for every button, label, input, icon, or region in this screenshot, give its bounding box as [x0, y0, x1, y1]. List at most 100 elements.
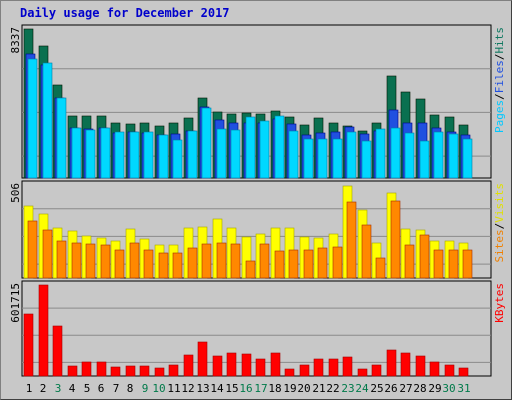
- panel-1-ymax-label: 8337: [9, 27, 22, 54]
- bar-pages-day-20: [303, 138, 314, 179]
- bar-sites-day-undefined: [42, 229, 53, 279]
- bar-kbytes-day-undefined: [357, 368, 368, 377]
- x-tick-day-16: 16: [239, 382, 252, 395]
- bar-sites-day-undefined: [448, 249, 459, 279]
- x-tick-day-2: 2: [40, 382, 47, 395]
- bar-sites-day-undefined: [375, 257, 386, 279]
- legend-sites: Sites: [493, 229, 506, 262]
- panel-2-ymax-label: 506: [9, 183, 22, 203]
- bar-pages-day-23: [346, 131, 357, 179]
- bar-pages-day-24: [361, 140, 372, 179]
- bar-kbytes-day-undefined: [444, 364, 455, 377]
- panel-3-series-legend: KBytes: [493, 283, 506, 323]
- x-tick-day-5: 5: [84, 382, 91, 395]
- bar-kbytes-day-undefined: [52, 325, 63, 377]
- bar-sites-day-undefined: [143, 249, 154, 279]
- bar-kbytes-day-undefined: [110, 366, 121, 377]
- bar-pages-day-21: [317, 138, 328, 179]
- legend-visits: Visits: [493, 183, 506, 223]
- bar-kbytes-day-undefined: [81, 361, 92, 377]
- bar-pages-day-12: [187, 130, 198, 179]
- x-tick-day-26: 26: [384, 382, 397, 395]
- x-tick-day-24: 24: [355, 382, 369, 395]
- x-tick-day-8: 8: [127, 382, 134, 395]
- bar-sites-day-undefined: [303, 249, 314, 279]
- bar-sites-day-undefined: [245, 260, 256, 279]
- x-tick-day-22: 22: [326, 382, 339, 395]
- bar-sites-day-undefined: [158, 252, 169, 279]
- x-tick-day-27: 27: [399, 382, 412, 395]
- bar-pages-day-29: [433, 131, 444, 179]
- bar-pages-day-31: [462, 138, 473, 179]
- bar-pages-day-25: [375, 128, 386, 179]
- bar-kbytes-day-undefined: [139, 365, 150, 377]
- x-tick-day-29: 29: [428, 382, 441, 395]
- bar-sites-day-undefined: [187, 247, 198, 279]
- bar-sites-day-undefined: [85, 243, 96, 279]
- bar-pages-day-30: [448, 133, 459, 179]
- bar-kbytes-day-undefined: [386, 349, 397, 377]
- bar-kbytes-day-undefined: [212, 355, 223, 377]
- bar-kbytes-day-undefined: [241, 353, 252, 377]
- bar-pages-day-1: [27, 58, 38, 179]
- bar-sites-day-undefined: [433, 249, 444, 279]
- x-tick-day-12: 12: [181, 382, 194, 395]
- x-tick-day-28: 28: [413, 382, 426, 395]
- bar-kbytes-day-undefined: [270, 352, 281, 377]
- x-tick-day-10: 10: [152, 382, 165, 395]
- bar-kbytes-day-undefined: [429, 361, 440, 377]
- x-tick-day-13: 13: [196, 382, 209, 395]
- bar-pages-day-15: [230, 129, 241, 179]
- bar-sites-day-undefined: [390, 200, 401, 279]
- x-tick-day-30: 30: [442, 382, 455, 395]
- x-tick-day-4: 4: [69, 382, 76, 395]
- bar-sites-day-undefined: [71, 242, 82, 279]
- bar-kbytes-day-undefined: [23, 313, 34, 377]
- bar-kbytes-day-undefined: [313, 358, 324, 377]
- bar-kbytes-day-undefined: [67, 365, 78, 377]
- panel-1-series-legend: Pages/Files/Hits: [493, 27, 506, 133]
- panel-3-ymax-label: 601715: [9, 283, 22, 323]
- bar-sites-day-undefined: [288, 249, 299, 279]
- legend-kbytes: KBytes: [493, 283, 506, 323]
- bar-pages-day-28: [419, 140, 430, 179]
- bar-sites-day-undefined: [201, 243, 212, 279]
- bar-pages-day-14: [216, 128, 227, 179]
- x-tick-day-15: 15: [225, 382, 238, 395]
- bar-pages-day-3: [56, 97, 67, 179]
- bar-pages-day-19: [288, 130, 299, 179]
- bar-kbytes-day-undefined: [400, 352, 411, 377]
- bar-pages-day-26: [390, 127, 401, 179]
- bar-sites-day-undefined: [259, 243, 270, 279]
- legend-hits: Hits: [493, 27, 506, 54]
- bar-kbytes-day-undefined: [168, 364, 179, 377]
- bar-pages-day-8: [129, 131, 140, 179]
- bar-kbytes-day-undefined: [415, 355, 426, 377]
- bar-kbytes-day-undefined: [154, 367, 165, 377]
- bar-pages-day-4: [71, 127, 82, 179]
- bar-pages-day-16: [245, 116, 256, 179]
- bar-kbytes-day-undefined: [342, 356, 353, 377]
- legend-separator: /: [493, 93, 506, 100]
- bar-sites-day-undefined: [274, 250, 285, 279]
- x-tick-day-21: 21: [312, 382, 325, 395]
- bar-sites-day-undefined: [56, 240, 67, 279]
- bar-sites-day-undefined: [317, 247, 328, 279]
- x-tick-day-9: 9: [142, 382, 149, 395]
- bar-sites-day-undefined: [114, 249, 125, 279]
- bar-sites-day-undefined: [404, 244, 415, 279]
- chart-title: Daily usage for December 2017: [20, 6, 230, 20]
- x-tick-day-11: 11: [167, 382, 180, 395]
- bar-sites-day-undefined: [129, 242, 140, 279]
- bar-kbytes-day-undefined: [458, 367, 469, 377]
- bar-sites-day-undefined: [216, 242, 227, 279]
- x-tick-day-14: 14: [210, 382, 224, 395]
- bar-kbytes-day-undefined: [38, 284, 49, 377]
- bar-sites-day-undefined: [27, 220, 38, 279]
- x-tick-day-17: 17: [254, 382, 267, 395]
- bar-pages-day-17: [259, 120, 270, 179]
- bar-kbytes-day-undefined: [299, 364, 310, 377]
- bar-kbytes-day-undefined: [125, 365, 136, 377]
- bar-kbytes-day-undefined: [371, 364, 382, 377]
- bar-kbytes-day-undefined: [328, 358, 339, 377]
